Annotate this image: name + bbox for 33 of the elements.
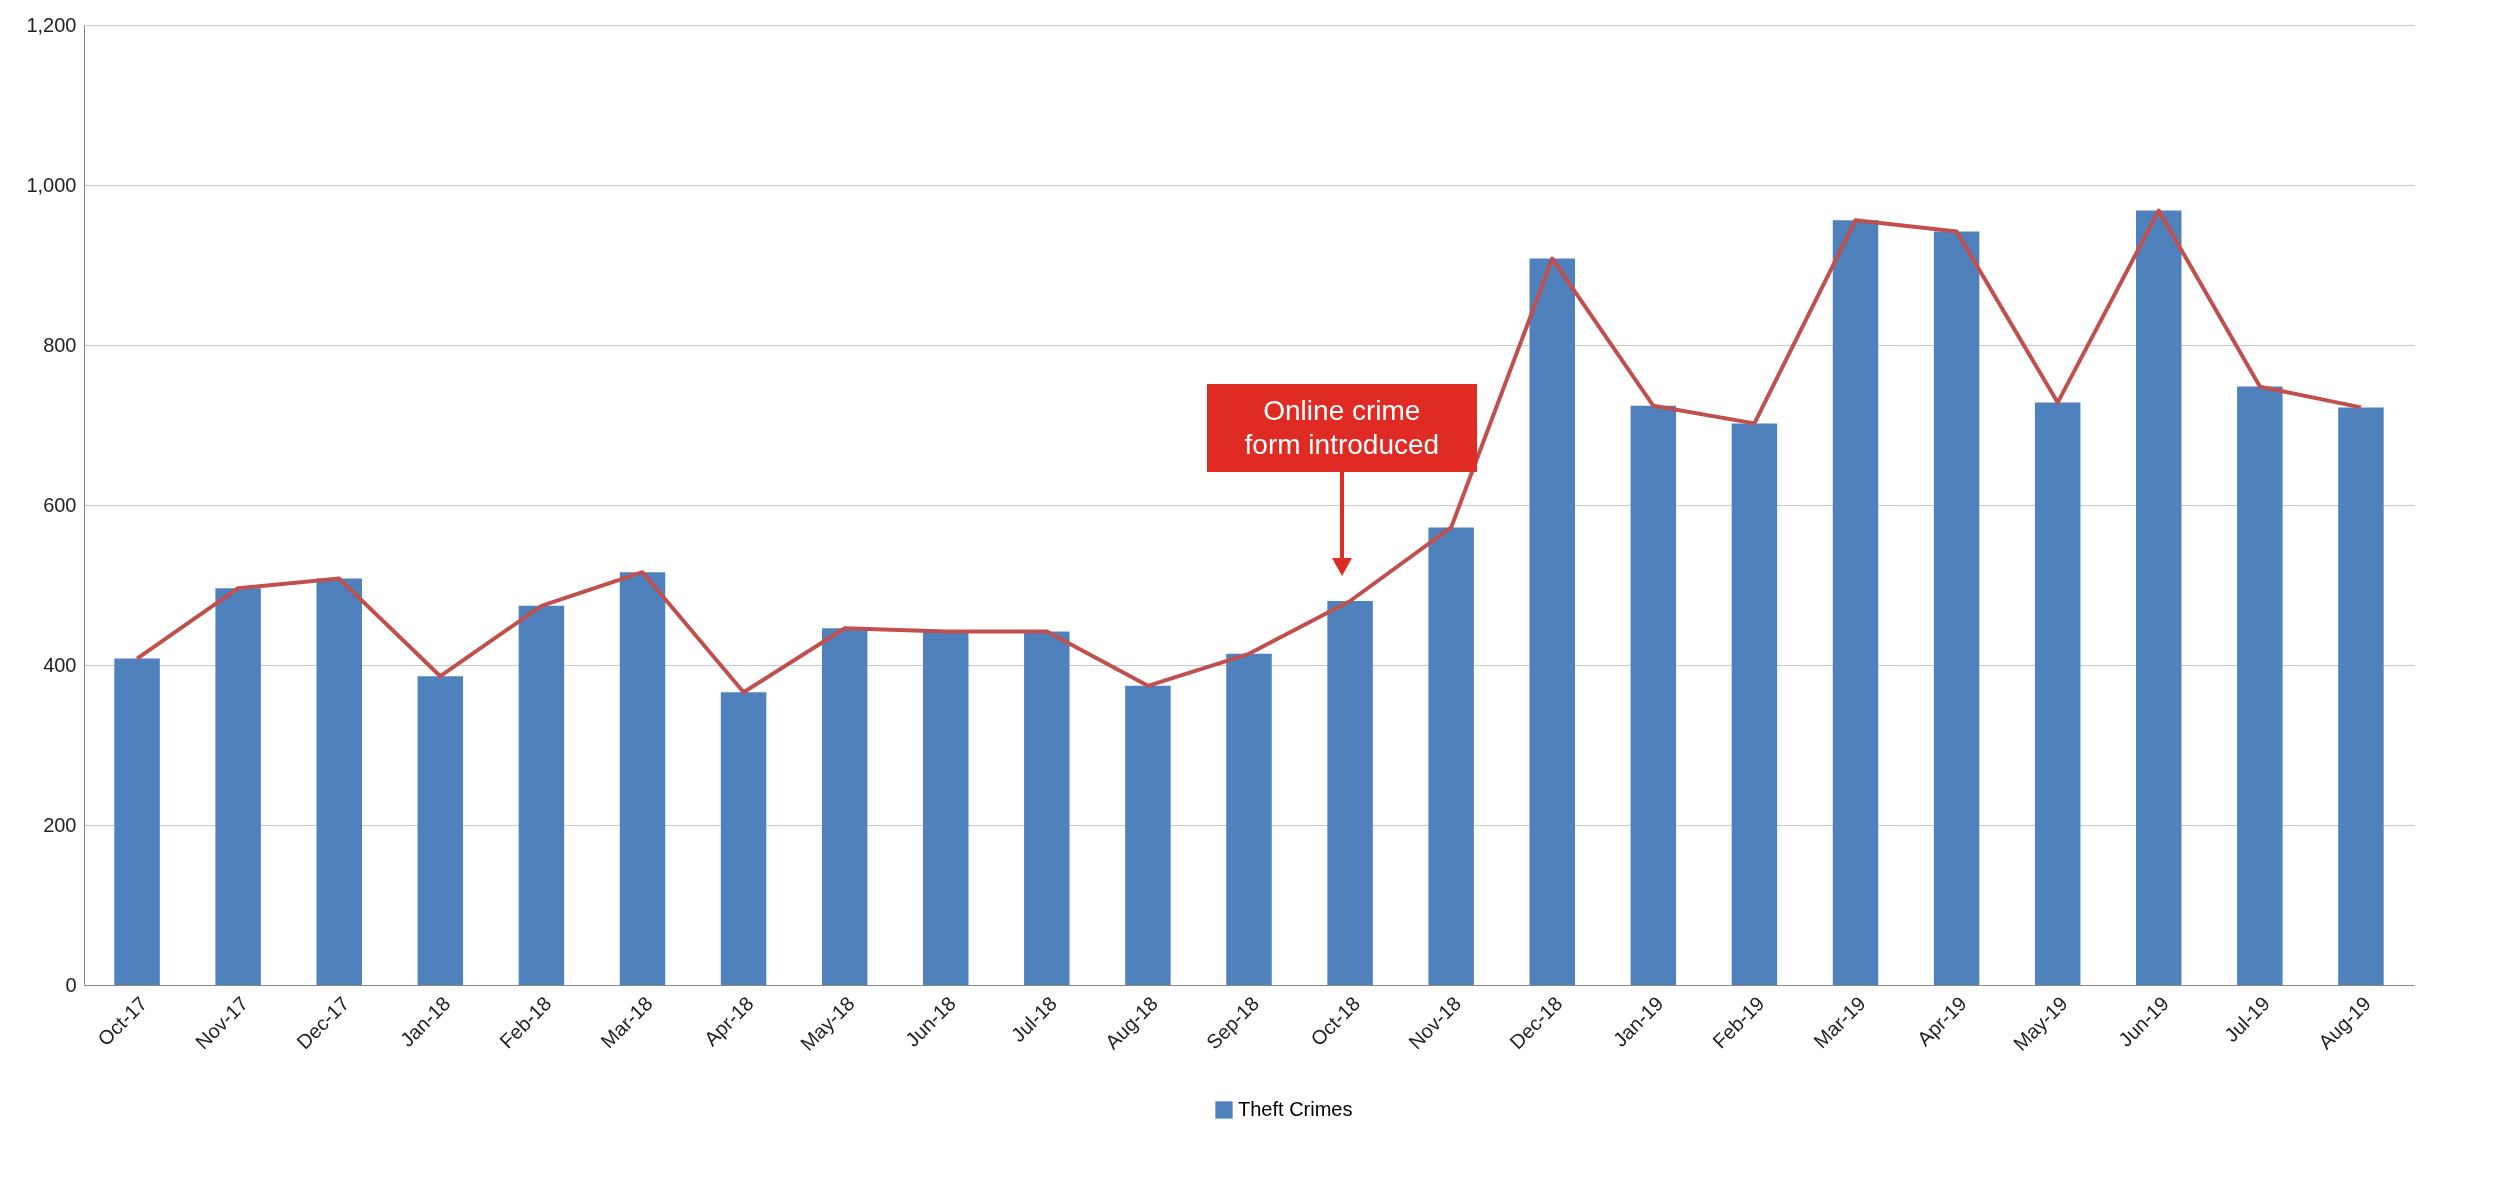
bar	[1125, 685, 1171, 985]
bar	[1226, 653, 1272, 985]
bar	[1024, 631, 1070, 985]
bar	[316, 578, 362, 985]
y-tick-label: 0	[65, 973, 77, 996]
bar	[821, 628, 868, 985]
bar	[1630, 405, 1677, 985]
bar	[114, 658, 160, 985]
bar	[417, 676, 464, 985]
legend-label: Theft Crimes	[1238, 1098, 1353, 1120]
bar	[1327, 601, 1373, 985]
bar	[923, 631, 969, 985]
bar	[2237, 386, 2283, 985]
annotation: Online crime form introduced	[1206, 383, 1477, 472]
bar	[1428, 527, 1474, 985]
y-tick-label: 1,000	[26, 173, 77, 196]
bar	[215, 588, 261, 985]
bar	[2136, 210, 2182, 985]
bar	[1832, 220, 1879, 985]
bar	[1933, 231, 1980, 985]
bar	[1731, 423, 1778, 985]
bar	[2338, 407, 2384, 985]
y-tick-label: 1,200	[26, 13, 77, 36]
bar	[720, 692, 767, 985]
y-tick-label: 400	[43, 653, 77, 676]
bar	[2034, 402, 2081, 985]
y-tick-label: 200	[43, 813, 77, 836]
bar	[1529, 258, 1575, 985]
bar	[518, 605, 565, 985]
line-series	[135, 208, 2363, 695]
y-tick-label: 600	[43, 493, 77, 516]
y-tick-label: 800	[43, 333, 77, 356]
bar	[619, 572, 666, 985]
